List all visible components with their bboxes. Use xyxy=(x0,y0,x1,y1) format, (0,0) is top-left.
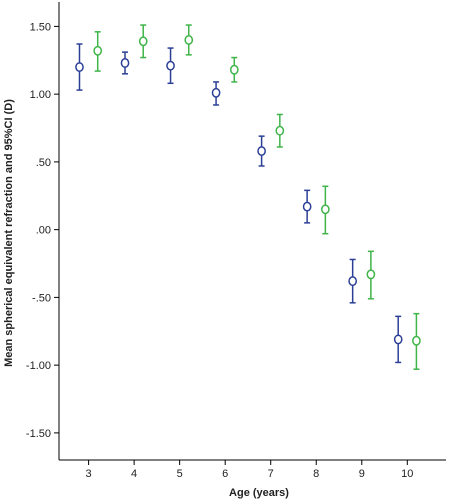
x-axis: 3 4 5 6 7 8 9 10 xyxy=(86,460,413,480)
error-bar-point xyxy=(257,135,266,167)
error-bar-point xyxy=(275,113,285,148)
plot-frame xyxy=(58,2,446,461)
y-tick-label: -.50 xyxy=(32,292,51,304)
x-tick-label: 5 xyxy=(177,468,183,480)
error-bar-point xyxy=(302,189,312,224)
y-axis-title: Mean spherical equivalent refraction and… xyxy=(3,99,15,367)
mean-marker xyxy=(275,125,285,136)
mean-marker xyxy=(366,269,376,280)
mean-marker xyxy=(257,146,266,157)
mean-marker xyxy=(184,34,194,45)
error-bar-point xyxy=(211,81,221,106)
error-bar-point xyxy=(75,43,84,91)
mean-marker xyxy=(93,45,103,56)
mean-marker xyxy=(75,62,84,72)
error-bar-point xyxy=(412,312,421,370)
x-tick-label: 4 xyxy=(131,468,137,480)
mean-marker xyxy=(412,335,421,346)
mean-marker xyxy=(348,276,358,287)
error-bar-point xyxy=(366,250,376,300)
mean-marker xyxy=(120,58,130,68)
mean-marker xyxy=(302,201,312,212)
y-tick-label: .00 xyxy=(36,225,51,237)
x-tick-label: 7 xyxy=(268,468,274,480)
error-bar-point xyxy=(93,31,103,72)
y-tick-label: -1.00 xyxy=(26,360,51,372)
mean-marker xyxy=(229,64,239,75)
y-axis: 1.50 1.00 .50 .00 -.50 -1.00 -1.50 xyxy=(26,21,59,440)
mean-marker xyxy=(166,60,175,71)
y-tick-label: -1.50 xyxy=(26,428,51,440)
mean-marker xyxy=(393,334,403,345)
x-tick-label: 6 xyxy=(222,468,228,480)
x-axis-title: Age (years) xyxy=(229,487,289,499)
error-bar-point xyxy=(184,24,194,56)
error-bar-point xyxy=(120,51,130,75)
mean-marker xyxy=(320,204,330,215)
error-bar-point xyxy=(320,185,330,235)
error-bar-point xyxy=(166,47,175,85)
error-bar-point xyxy=(393,315,403,364)
y-tick-label: .50 xyxy=(36,157,51,169)
x-tick-label: 3 xyxy=(86,468,92,480)
error-bar-point xyxy=(348,258,358,304)
y-tick-label: 1.50 xyxy=(30,21,51,33)
error-bar-point xyxy=(138,24,148,59)
x-tick-label: 8 xyxy=(313,468,319,480)
x-tick-label: 9 xyxy=(359,468,365,480)
data-points xyxy=(75,24,421,370)
error-bar-point xyxy=(229,56,239,83)
x-tick-label: 10 xyxy=(401,468,413,480)
mean-marker xyxy=(211,87,221,98)
mean-marker xyxy=(138,36,148,47)
y-tick-label: 1.00 xyxy=(30,89,51,101)
